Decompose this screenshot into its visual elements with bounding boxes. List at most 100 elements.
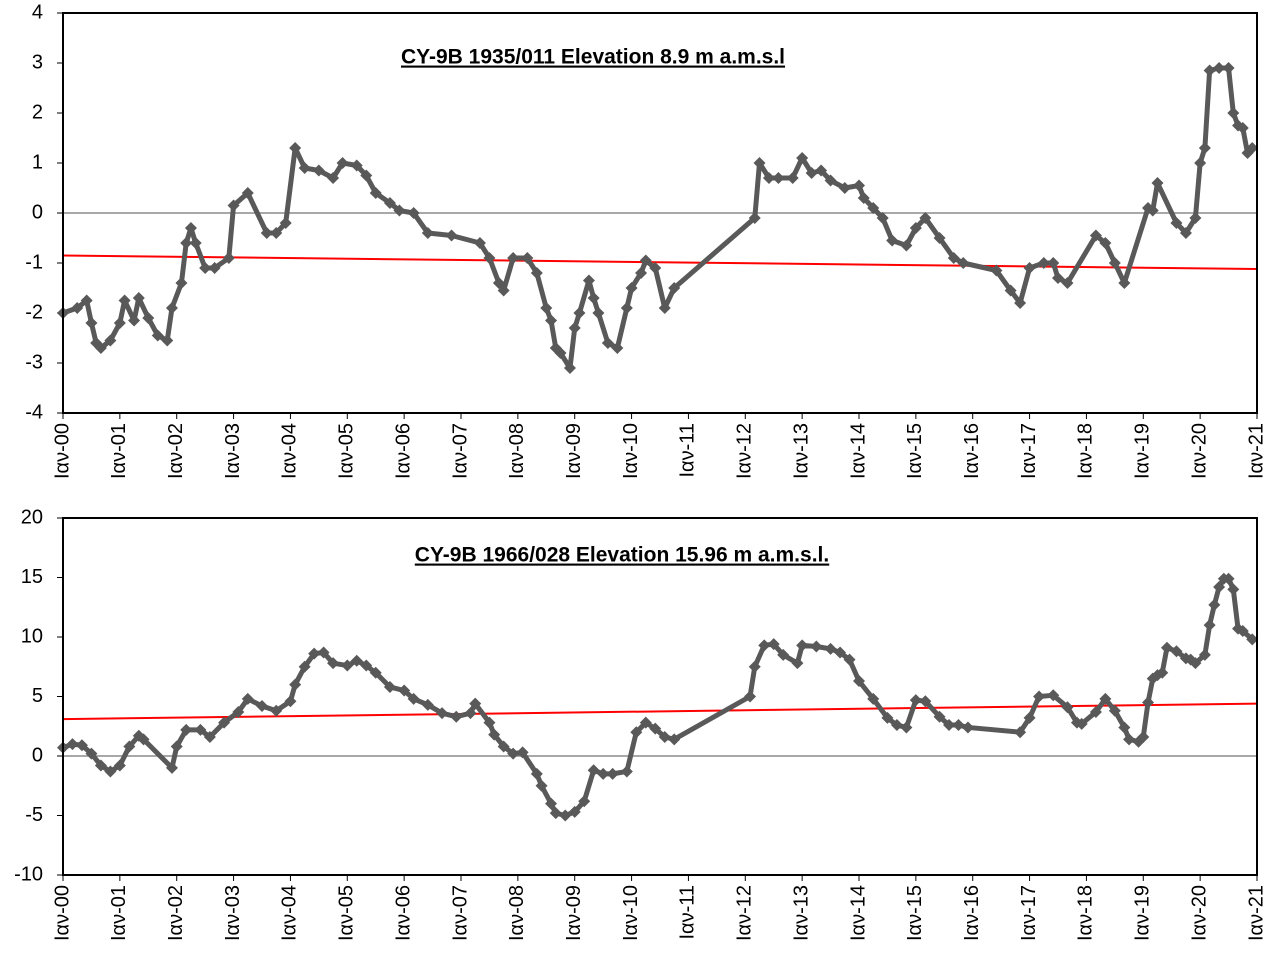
data-marker: [582, 274, 595, 287]
data-marker: [383, 680, 396, 693]
data-line: [62, 65, 1255, 371]
data-marker: [933, 710, 946, 723]
data-marker: [1123, 733, 1136, 746]
data-marker: [587, 764, 600, 777]
x-tick-label: Ιαν-06: [392, 423, 414, 479]
trend-line: [62, 702, 1258, 721]
data-marker: [748, 212, 761, 224]
data-marker: [327, 657, 340, 670]
y-tick-label: -1: [25, 251, 43, 273]
data-marker: [1194, 157, 1207, 169]
data-marker: [1061, 277, 1074, 289]
data-marker: [545, 314, 558, 327]
data-marker: [530, 767, 543, 780]
x-tick-label: Ιαν-09: [563, 423, 585, 479]
data-marker: [744, 690, 757, 703]
x-tick-label: Ιαν-07: [449, 885, 471, 941]
data-marker: [464, 707, 477, 720]
data-marker: [1246, 633, 1259, 646]
x-tick-label: Ιαν-16: [961, 423, 983, 479]
data-marker: [289, 142, 302, 154]
trend-line: [62, 254, 1258, 270]
data-marker: [952, 719, 965, 732]
data-marker: [104, 334, 117, 347]
data-marker: [180, 723, 193, 736]
y-tick-label: 4: [32, 1, 43, 23]
data-marker: [507, 747, 520, 760]
data-marker: [151, 329, 164, 342]
data-marker: [203, 730, 216, 743]
x-tick-label: Ιαν-13: [790, 423, 812, 479]
data-marker: [777, 648, 790, 661]
x-tick-label: Ιαν-11: [677, 885, 699, 940]
x-tick-label: Ιαν-06: [392, 885, 414, 941]
data-marker: [658, 302, 671, 314]
x-tick-label: Ιαν-03: [222, 423, 244, 479]
data-marker: [563, 362, 576, 374]
data-marker: [1236, 625, 1249, 638]
data-marker: [1203, 619, 1216, 632]
data-marker: [488, 728, 501, 741]
data-marker: [1198, 142, 1211, 154]
data-marker: [350, 159, 363, 172]
data-marker: [909, 694, 922, 707]
data-marker: [336, 157, 349, 169]
data-marker: [668, 733, 681, 746]
data-marker: [597, 767, 610, 780]
data-marker: [1118, 721, 1131, 734]
data-marker: [132, 292, 145, 304]
data-marker: [867, 692, 880, 705]
data-marker: [308, 647, 321, 660]
data-marker: [218, 716, 231, 729]
data-marker: [473, 237, 486, 249]
data-marker: [1089, 705, 1102, 718]
data-marker: [279, 217, 292, 229]
data-marker: [113, 759, 126, 772]
x-tick-label: Ιαν-01: [108, 885, 130, 941]
data-marker: [165, 302, 178, 314]
data-marker: [1222, 62, 1235, 74]
data-marker: [867, 202, 880, 214]
data-marker: [383, 197, 396, 209]
data-marker: [507, 252, 520, 264]
data-marker: [620, 302, 633, 314]
x-tick-label: Ιαν-18: [1075, 423, 1097, 479]
data-marker: [1108, 257, 1121, 269]
data-marker: [445, 229, 458, 242]
data-marker: [573, 307, 586, 319]
data-marker: [933, 232, 946, 244]
data-marker: [886, 234, 899, 247]
x-tick-label: Ιαν-18: [1075, 885, 1097, 941]
data-marker: [834, 646, 847, 659]
data-marker: [94, 759, 107, 772]
data-marker: [137, 733, 150, 746]
x-tick-label: Ιαν-08: [506, 885, 528, 941]
data-marker: [1151, 177, 1164, 189]
data-marker: [1014, 726, 1027, 739]
data-marker: [161, 334, 174, 347]
data-marker: [549, 807, 562, 820]
y-tick-label: 2: [32, 101, 43, 123]
data-marker: [1189, 657, 1202, 670]
data-marker: [1170, 645, 1183, 658]
x-tick-label: Ιαν-15: [904, 885, 926, 941]
data-marker: [170, 740, 183, 753]
data-marker: [436, 707, 449, 720]
plot-frame: [62, 517, 1258, 876]
data-marker: [587, 292, 600, 304]
data-marker: [1075, 717, 1088, 730]
data-marker: [639, 254, 652, 267]
data-marker: [611, 342, 624, 354]
x-tick-label: Ιαν-07: [449, 423, 471, 479]
x-tick-label: Ιαν-15: [904, 423, 926, 479]
data-marker: [578, 795, 591, 808]
data-marker: [194, 723, 207, 736]
data-marker: [857, 192, 870, 204]
data-marker: [184, 222, 197, 234]
data-marker: [450, 710, 463, 723]
y-tick-label: -3: [25, 351, 43, 373]
data-marker: [407, 207, 420, 219]
data-marker: [1004, 284, 1017, 297]
x-tick-label: Ιαν-19: [1132, 885, 1154, 941]
